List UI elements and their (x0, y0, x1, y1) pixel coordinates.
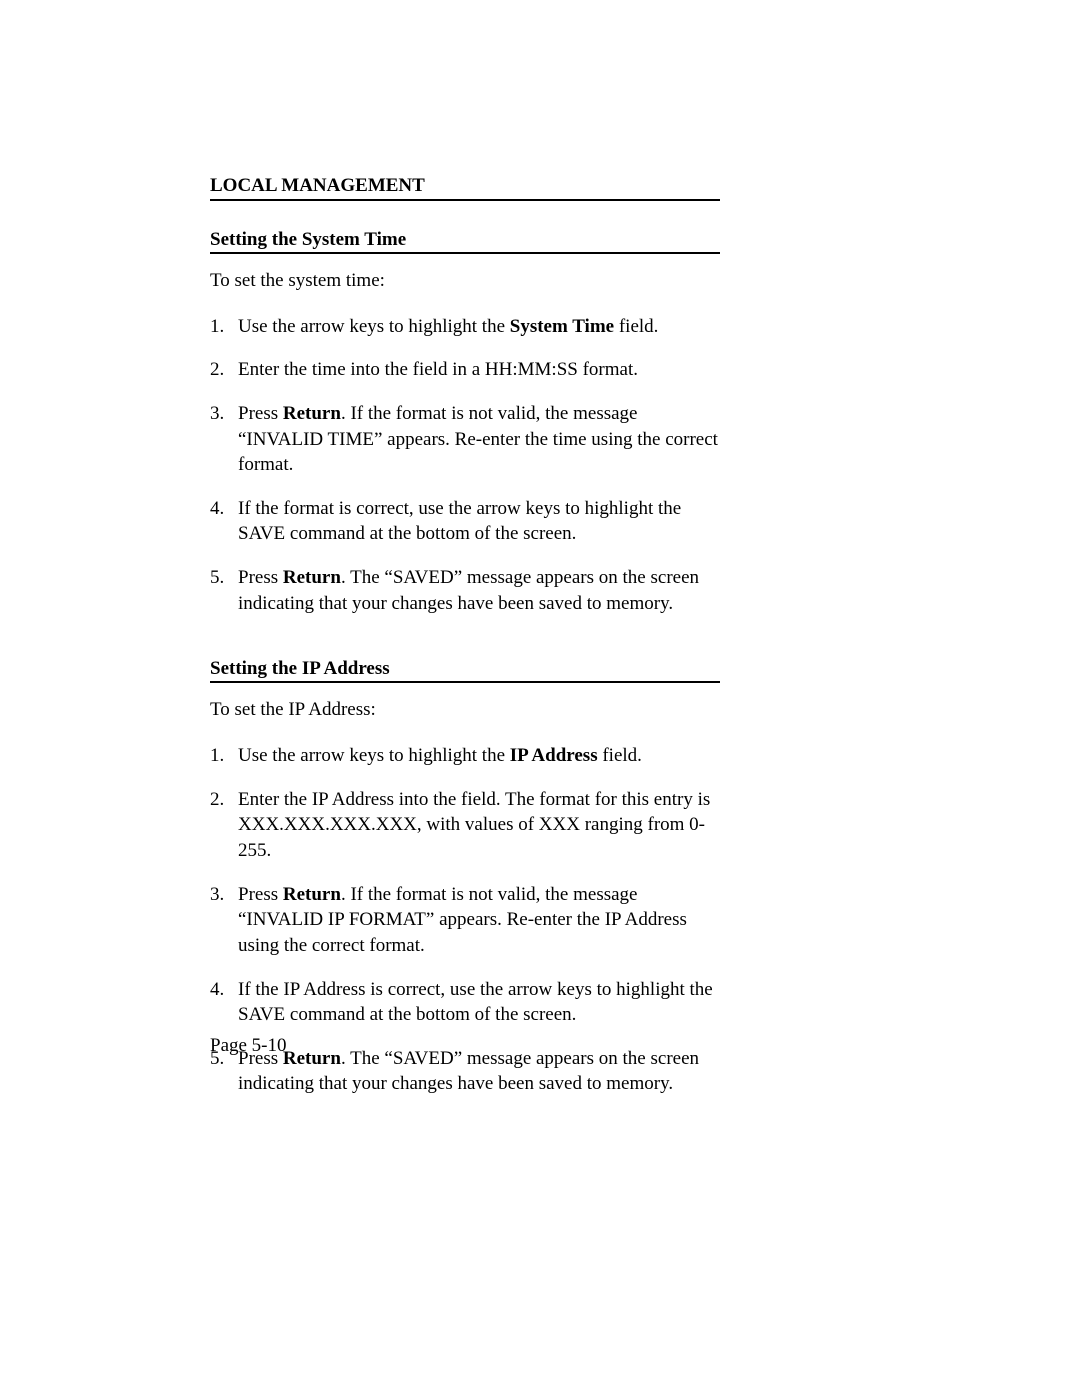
section-2-steps: 1. Use the arrow keys to highlight the IP… (210, 743, 870, 1097)
step-text-post: field. (598, 745, 642, 766)
step-item: 2. Enter the IP Address into the field. T… (210, 787, 720, 864)
step-text-pre: Press (238, 567, 283, 588)
step-item: 4. If the format is correct, use the arro… (210, 496, 720, 547)
step-text-pre: If the IP Address is correct, use the ar… (238, 979, 713, 1026)
step-text-bold: Return (283, 884, 341, 905)
step-number: 5. (210, 565, 224, 591)
step-text-pre: Use the arrow keys to highlight the (238, 745, 510, 766)
step-text-pre: Enter the time into the field in a HH:MM… (238, 359, 638, 380)
step-text-pre: Enter the IP Address into the field. The… (238, 789, 710, 861)
chapter-title: LOCAL MANAGEMENT (210, 175, 720, 201)
step-item: 4. If the IP Address is correct, use the … (210, 977, 720, 1028)
step-text-pre: If the format is correct, use the arrow … (238, 498, 681, 545)
section-1-intro: To set the system time: (210, 268, 870, 294)
step-item: 5.Press Return. The “SAVED” message appe… (210, 565, 720, 616)
step-number: 3. (210, 882, 224, 908)
step-text-pre: Press (238, 884, 283, 905)
step-item: 1. Use the arrow keys to highlight the Sy… (210, 314, 720, 340)
step-text-bold: IP Address (510, 745, 598, 766)
step-text-pre: Press (238, 403, 283, 424)
step-item: 3.Press Return. If the format is not val… (210, 401, 720, 478)
section-title-2: Setting the IP Address (210, 658, 720, 683)
step-text-bold: Return (283, 403, 341, 424)
step-number: 3. (210, 401, 224, 427)
step-item: 2. Enter the time into the field in a HH:… (210, 357, 720, 383)
step-text-bold: Return (283, 1048, 341, 1069)
step-number: 2. (210, 357, 224, 383)
step-number: 4. (210, 977, 224, 1003)
section-2-intro: To set the IP Address: (210, 697, 870, 723)
section-1-steps: 1. Use the arrow keys to highlight the Sy… (210, 314, 870, 617)
section-title-1: Setting the System Time (210, 229, 720, 254)
step-text-post: field. (614, 316, 658, 337)
step-text-pre: Use the arrow keys to highlight the (238, 316, 510, 337)
step-number: 2. (210, 787, 224, 813)
step-text-bold: System Time (510, 316, 614, 337)
step-item: 3.Press Return. If the format is not val… (210, 882, 720, 959)
step-number: 4. (210, 496, 224, 522)
step-text-bold: Return (283, 567, 341, 588)
step-number: 1. (210, 314, 224, 340)
page-number: Page 5-10 (210, 1035, 287, 1057)
step-number: 1. (210, 743, 224, 769)
step-item: 1. Use the arrow keys to highlight the IP… (210, 743, 720, 769)
